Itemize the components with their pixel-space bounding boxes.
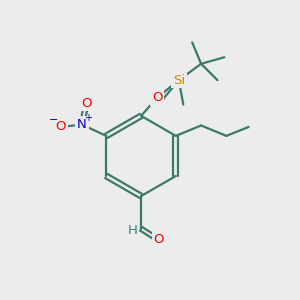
Text: O: O (154, 233, 164, 246)
Text: −: − (49, 116, 59, 125)
Text: O: O (152, 91, 163, 104)
Text: N: N (77, 118, 87, 131)
Text: O: O (55, 121, 66, 134)
Text: Si: Si (173, 74, 185, 87)
Text: H: H (128, 224, 138, 237)
Text: +: + (85, 113, 92, 123)
Text: O: O (81, 97, 92, 110)
